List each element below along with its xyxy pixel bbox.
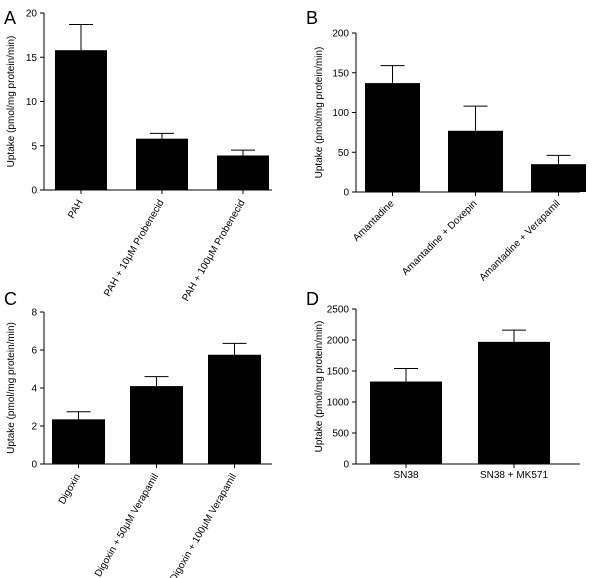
panel-c-category-label: Digoxin xyxy=(57,472,83,506)
panel-b-bar xyxy=(448,130,503,192)
panel-c-category-label: Digoxin + 50μM Verapamil xyxy=(93,472,161,578)
panel-d-bar xyxy=(370,381,442,464)
panel-c-bar xyxy=(208,354,261,464)
panel-b-y-tick-label: 50 xyxy=(338,148,350,159)
panel-a-category-label: PAH + 10μM Probenecid xyxy=(102,198,166,299)
panel-d-y-tick-label: 1500 xyxy=(327,367,350,378)
panel-a-bar xyxy=(55,50,107,190)
panel-d-bar xyxy=(478,341,550,464)
panel-c-bar xyxy=(130,386,183,464)
panel-d-y-tick-label: 2500 xyxy=(327,305,350,316)
panel-d-category-label: SN38 xyxy=(393,470,418,481)
panel-d-y-axis-label: Uptake (pmol/mg protein/min) xyxy=(314,321,325,453)
panel-a-y-axis-label: Uptake (pmol/mg protein/min) xyxy=(6,36,17,168)
panel-c: C 0 2 4 6 8 Uptake (pmol/mg protein/min) Digoxi… xyxy=(4,289,272,578)
panel-d-letter: D xyxy=(306,289,319,309)
panel-a-y-tick-label: 10 xyxy=(26,97,38,108)
panel-a-y-tick-label: 0 xyxy=(31,186,37,197)
panel-a-category-label: PAH + 100μM Probenecid xyxy=(180,198,247,303)
panel-b-category-label: Amantadine xyxy=(351,198,397,244)
panel-d-y-tick-label: 0 xyxy=(343,460,349,471)
panel-c-category-label: Digoxin + 100μM Verapamil xyxy=(168,472,239,578)
panel-a: A 0 5 10 15 20 Uptake (pmol/mg protein/min) PAH… xyxy=(4,8,272,303)
panel-b-y-tick-label: 0 xyxy=(343,188,349,199)
panel-b-letter: B xyxy=(306,8,318,28)
panel-b-bar xyxy=(365,83,420,192)
panel-d-y-tick-label: 1000 xyxy=(327,398,350,409)
panel-c-y-tick-label: 4 xyxy=(31,384,37,395)
panel-d-y-tick-label: 2000 xyxy=(327,336,350,347)
panel-b: B 0 50 100 150 200 Uptake (pmol/mg protein/min… xyxy=(306,8,586,283)
panel-a-bar xyxy=(136,138,188,190)
panel-c-y-axis-label: Uptake (pmol/mg protein/min) xyxy=(6,322,17,454)
panel-d-y-tick-label: 500 xyxy=(332,429,349,440)
panel-b-category-label: Amantadine + Verapamil xyxy=(478,198,563,283)
panel-d-category-label: SN38 + MK571 xyxy=(480,470,549,481)
panel-b-y-tick-label: 200 xyxy=(332,29,349,40)
panel-a-y-tick-label: 15 xyxy=(26,53,38,64)
panel-b-category-label: Amantadine + Doxepin xyxy=(400,198,480,278)
panel-a-letter: A xyxy=(4,8,16,28)
panel-b-y-axis-label: Uptake (pmol/mg protein/min) xyxy=(314,47,325,179)
panel-c-bar xyxy=(52,419,105,464)
panel-c-y-tick-label: 6 xyxy=(31,346,37,357)
panel-a-category-label: PAH xyxy=(66,198,85,221)
panel-c-y-tick-label: 2 xyxy=(31,422,37,433)
panel-a-y-tick-label: 20 xyxy=(26,9,38,20)
panel-b-y-tick-label: 100 xyxy=(332,108,349,119)
panel-a-bar xyxy=(217,155,269,190)
panel-c-y-tick-label: 0 xyxy=(31,460,37,471)
panel-b-y-tick-label: 150 xyxy=(332,68,349,79)
panel-b-bar xyxy=(531,164,586,192)
panel-c-letter: C xyxy=(4,289,17,309)
panel-a-y-tick-label: 5 xyxy=(31,141,37,152)
panel-c-y-tick-label: 8 xyxy=(31,308,37,319)
